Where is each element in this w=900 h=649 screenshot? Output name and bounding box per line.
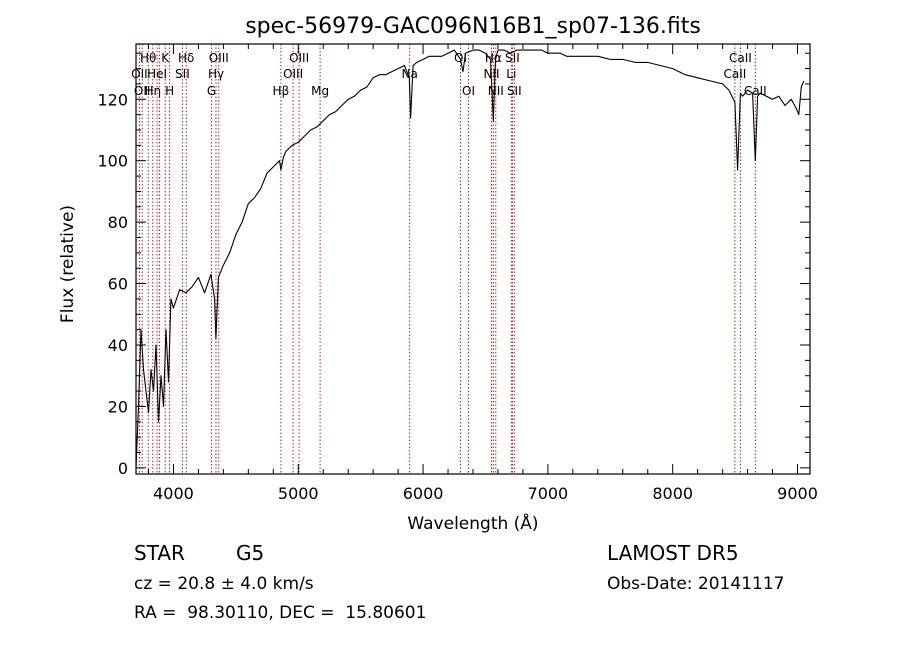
object-class: STAR [134, 541, 185, 565]
line-label: G [207, 84, 216, 98]
line-label: OIII [289, 51, 309, 65]
plot-frame [135, 43, 811, 475]
line-label: Hβ [273, 84, 290, 98]
line-label: CaII [723, 67, 746, 81]
y-tick-label: 60 [108, 275, 128, 294]
x-tick-label: 9000 [777, 484, 818, 503]
y-tick-label: 20 [108, 397, 128, 416]
redshift-readout: cz = 20.8 ± 4.0 km/s [134, 574, 314, 594]
line-label: OI [462, 84, 475, 98]
x-tick-label: 7000 [528, 484, 569, 503]
y-tick-label: 120 [97, 90, 128, 109]
line-label: Li [506, 67, 516, 81]
x-tick-label: 4000 [153, 484, 194, 503]
line-label: Hη [144, 84, 161, 98]
line-label: OIII [283, 67, 303, 81]
line-label: SII [507, 84, 522, 98]
line-label: Hθ [140, 51, 156, 65]
y-axis-label: Flux (relative) [58, 205, 78, 323]
x-tick-label: 8000 [652, 484, 693, 503]
x-axis: 4000 5000 6000 7000 8000 9000 [147, 44, 818, 503]
observation-date: Obs-Date: 20141117 [607, 574, 785, 594]
line-label: Na [402, 67, 418, 81]
line-label: OII [131, 67, 148, 81]
y-tick-label: 100 [97, 152, 128, 171]
coordinates-readout: RA = 98.30110, DEC = 15.80601 [134, 603, 427, 623]
line-label: NII [488, 84, 504, 98]
line-label: SII [505, 51, 520, 65]
line-label: Hα [485, 51, 502, 65]
y-tick-label: 40 [108, 336, 128, 355]
line-label: HeI [147, 67, 167, 81]
y-tick-label: 0 [118, 459, 128, 478]
x-tick-label: 5000 [278, 484, 319, 503]
line-label: Mg [311, 84, 329, 98]
line-label: CaII [744, 84, 767, 98]
spectrum-line [135, 49, 805, 468]
x-axis-label: Wavelength (Å) [407, 512, 538, 534]
object-subclass: G5 [236, 541, 265, 565]
line-label: SII [175, 67, 190, 81]
line-label: OIII [209, 51, 229, 65]
chart-title: spec-56979-GAC096N16B1_sp07-136.fits [245, 14, 701, 39]
line-label: CaII [729, 51, 752, 65]
series-group [135, 49, 805, 468]
line-label: Hγ [208, 67, 224, 81]
emission-line-markers [138, 44, 756, 474]
survey-name: LAMOST DR5 [607, 541, 739, 565]
x-tick-label: 6000 [403, 484, 444, 503]
line-label: OII [134, 84, 151, 98]
line-label: H [165, 84, 174, 98]
y-axis: 0 20 40 60 80 100 120 [97, 52, 810, 478]
line-label: Hδ [178, 51, 194, 65]
y-tick-label: 80 [108, 213, 128, 232]
line-label: K [161, 51, 170, 65]
